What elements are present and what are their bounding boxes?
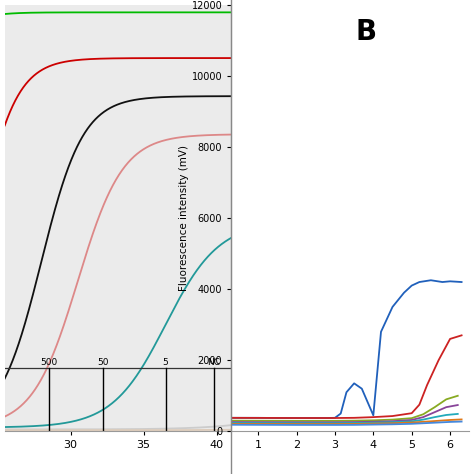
- Y-axis label: Fluorescence intensity (mV): Fluorescence intensity (mV): [179, 145, 189, 291]
- Text: NC: NC: [207, 357, 220, 366]
- Text: 5: 5: [163, 357, 168, 366]
- Text: 500: 500: [40, 357, 57, 366]
- Text: 50: 50: [97, 357, 109, 366]
- Text: B: B: [355, 18, 376, 46]
